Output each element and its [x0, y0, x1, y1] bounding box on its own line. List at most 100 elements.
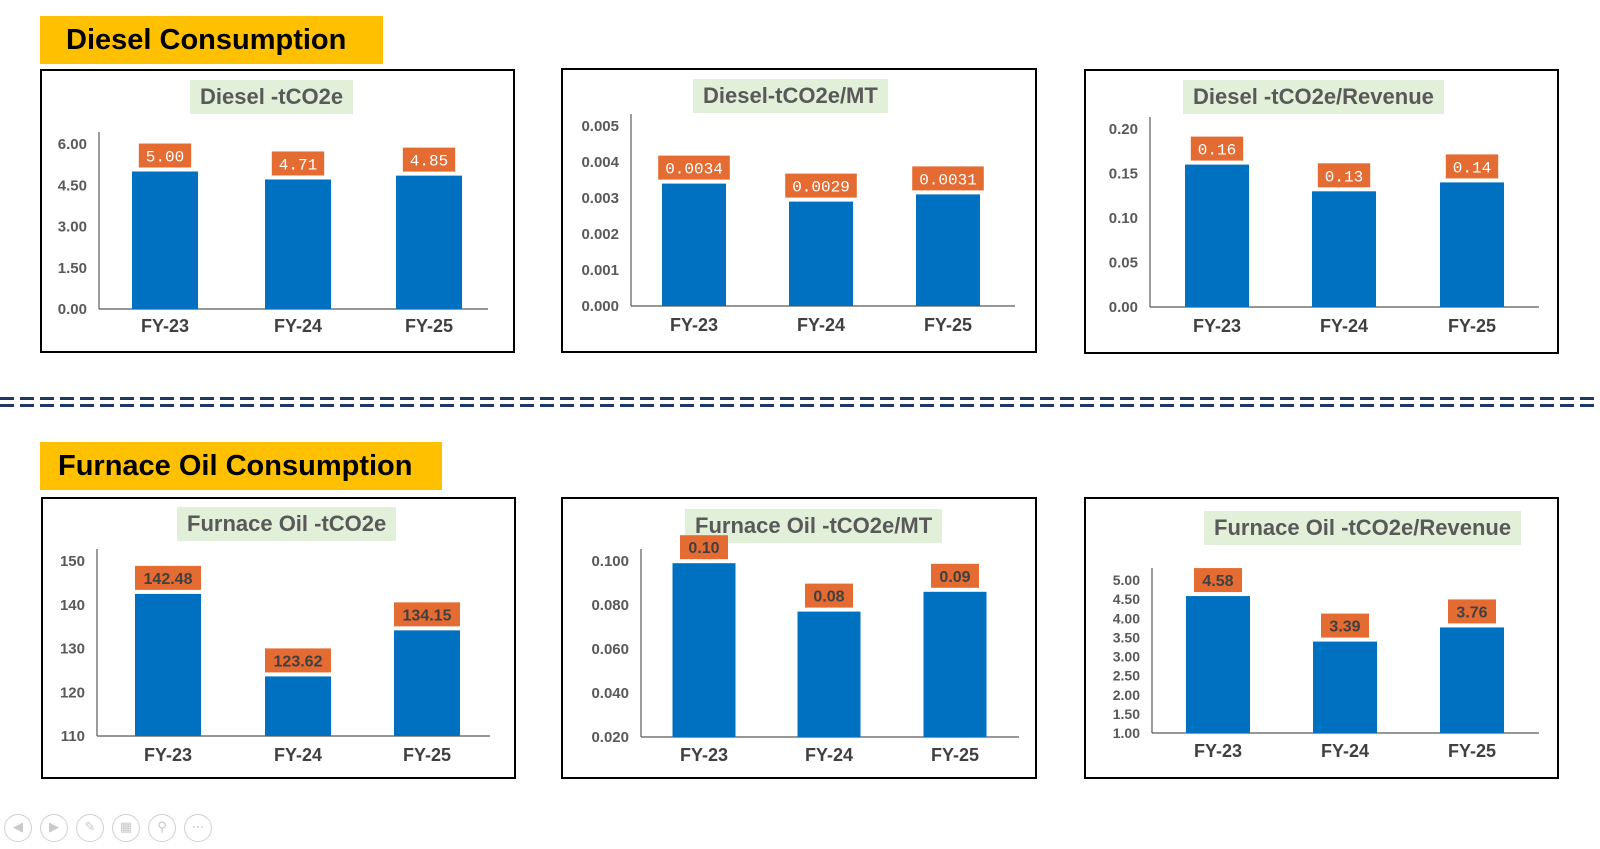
chart-plot: 0.00 1.50 3.00 4.50 6.00 5.00 FY-23 4.71 FY-24 4.… [58, 132, 488, 336]
zoom-icon[interactable]: ⚲ [148, 814, 176, 842]
data-label-bg [1445, 154, 1499, 179]
chart-title: Diesel -tCO2e/Revenue [1183, 80, 1444, 114]
bar [662, 183, 726, 306]
x-tick-label: FY-23 [680, 745, 728, 765]
data-label: 0.0034 [665, 161, 723, 179]
chart-plot: 0.020 0.040 0.060 0.080 0.100 0.10 FY-23 0.08 FY… [591, 535, 1019, 765]
y-tick-label: 0.10 [1109, 210, 1138, 227]
x-tick-label: FY-25 [1448, 316, 1496, 336]
chart-furnace-tco2e: Furnace Oil -tCO2e 110 120 130 140 150 142.48 F… [41, 497, 516, 779]
chart-diesel-tco2e-per-mt: Diesel-tCO2e/MT 0.000 0.001 0.002 0.003 0.004… [561, 68, 1037, 353]
chart-plot: 0.000 0.001 0.002 0.003 0.004 0.005 0.0034 FY-2… [581, 114, 1015, 335]
bar [1185, 164, 1249, 307]
x-tick-label: FY-23 [144, 745, 192, 765]
y-tick-label: 6.00 [58, 136, 87, 153]
slideshow-controls: ◀ ▶ ✎ ▦ ⚲ ⋯ [4, 814, 212, 842]
data-label-bg [658, 155, 730, 180]
previous-icon[interactable]: ◀ [4, 814, 32, 842]
y-tick-label: 0.060 [591, 641, 629, 658]
x-tick-label: FY-25 [403, 745, 451, 765]
x-tick-label: FY-24 [805, 745, 853, 765]
y-tick-label: 2.00 [1113, 687, 1140, 703]
y-tick-label: 3.00 [58, 219, 87, 236]
y-tick-label: 0.002 [581, 226, 619, 243]
y-tick-label: 0.20 [1109, 121, 1138, 138]
bar [672, 563, 736, 737]
pen-icon[interactable]: ✎ [76, 814, 104, 842]
bar [394, 630, 460, 736]
bar [797, 611, 861, 737]
data-label-bg [931, 563, 979, 588]
diesel-section-header: Diesel Consumption [40, 16, 383, 64]
data-label: 134.15 [403, 607, 452, 624]
bar [265, 179, 331, 309]
bar [916, 194, 980, 306]
slides-icon[interactable]: ▦ [112, 814, 140, 842]
bar [135, 593, 201, 736]
bar [396, 175, 462, 309]
data-label: 3.39 [1329, 619, 1360, 636]
x-tick-label: FY-24 [797, 315, 845, 335]
y-tick-label: 1.50 [58, 260, 87, 277]
data-label-bg [1190, 136, 1244, 161]
bar [1440, 182, 1504, 307]
data-label: 0.14 [1453, 159, 1491, 177]
data-label-bg [271, 151, 325, 176]
y-tick-label: 0.040 [591, 685, 629, 702]
data-label: 123.62 [274, 653, 323, 670]
y-tick-label: 0.001 [581, 262, 619, 279]
data-label: 4.71 [279, 156, 317, 174]
data-label-bg [402, 147, 456, 172]
bar [1186, 596, 1250, 733]
chart-plot: 1.00 1.50 2.00 2.50 3.00 3.50 4.00 4.50 5.00 4.58… [1113, 568, 1539, 761]
data-label-bg [265, 648, 331, 673]
y-tick-label: 150 [60, 553, 85, 570]
data-label-bg [1194, 568, 1242, 593]
y-tick-label: 0.00 [1109, 299, 1138, 316]
bar [1440, 627, 1504, 733]
x-tick-label: FY-23 [1193, 316, 1241, 336]
x-tick-label: FY-23 [1194, 741, 1242, 761]
bar [789, 201, 853, 306]
chart-plot: 110 120 130 140 150 142.48 FY-23 123.62 FY-24 134… [60, 549, 490, 765]
y-tick-label: 0.080 [591, 597, 629, 614]
chart-plot: 0.00 0.05 0.10 0.15 0.20 0.16 FY-23 0.13 FY-24 0.… [1109, 117, 1539, 336]
chart-diesel-tco2e-per-revenue: Diesel -tCO2e/Revenue 0.00 0.05 0.10 0.15 0.2… [1084, 69, 1559, 354]
bar [265, 676, 331, 736]
y-tick-label: 4.00 [1113, 610, 1140, 626]
x-tick-label: FY-25 [931, 745, 979, 765]
data-label-bg [135, 565, 201, 590]
y-tick-label: 0.020 [591, 729, 629, 746]
data-label-bg [805, 583, 853, 608]
furnace-section-header: Furnace Oil Consumption [40, 442, 442, 490]
y-tick-label: 110 [61, 728, 85, 745]
y-tick-label: 0.05 [1109, 255, 1138, 272]
data-label-bg [1448, 599, 1496, 624]
y-tick-label: 0.003 [581, 190, 619, 207]
data-label: 0.0029 [792, 179, 850, 197]
chart-title: Furnace Oil -tCO2e/Revenue [1204, 511, 1522, 545]
x-tick-label: FY-25 [924, 315, 972, 335]
section-divider [0, 404, 1600, 407]
section-divider [0, 397, 1600, 400]
x-tick-label: FY-24 [274, 745, 322, 765]
x-tick-label: FY-25 [405, 316, 453, 336]
x-tick-label: FY-23 [670, 315, 718, 335]
chart-furnace-tco2e-per-revenue: Furnace Oil -tCO2e/Revenue 1.00 1.50 2.00 2.… [1084, 497, 1559, 779]
y-tick-label: 130 [60, 641, 85, 658]
chart-furnace-tco2e-per-mt: Furnace Oil -tCO2e/MT 0.020 0.040 0.060 0.08… [561, 497, 1037, 779]
chart-title: Furnace Oil -tCO2e [177, 507, 397, 541]
y-tick-label: 0.000 [581, 298, 619, 315]
next-icon[interactable]: ▶ [40, 814, 68, 842]
x-tick-label: FY-24 [274, 316, 322, 336]
y-tick-label: 0.004 [581, 154, 619, 171]
data-label-bg [912, 166, 984, 191]
x-tick-label: FY-24 [1321, 741, 1369, 761]
data-label: 5.00 [146, 149, 184, 167]
more-icon[interactable]: ⋯ [184, 814, 212, 842]
data-label: 4.58 [1202, 573, 1233, 590]
y-tick-label: 1.00 [1113, 725, 1140, 741]
data-label: 0.0031 [919, 171, 977, 189]
x-tick-label: FY-24 [1320, 316, 1368, 336]
data-label: 4.85 [410, 153, 448, 171]
